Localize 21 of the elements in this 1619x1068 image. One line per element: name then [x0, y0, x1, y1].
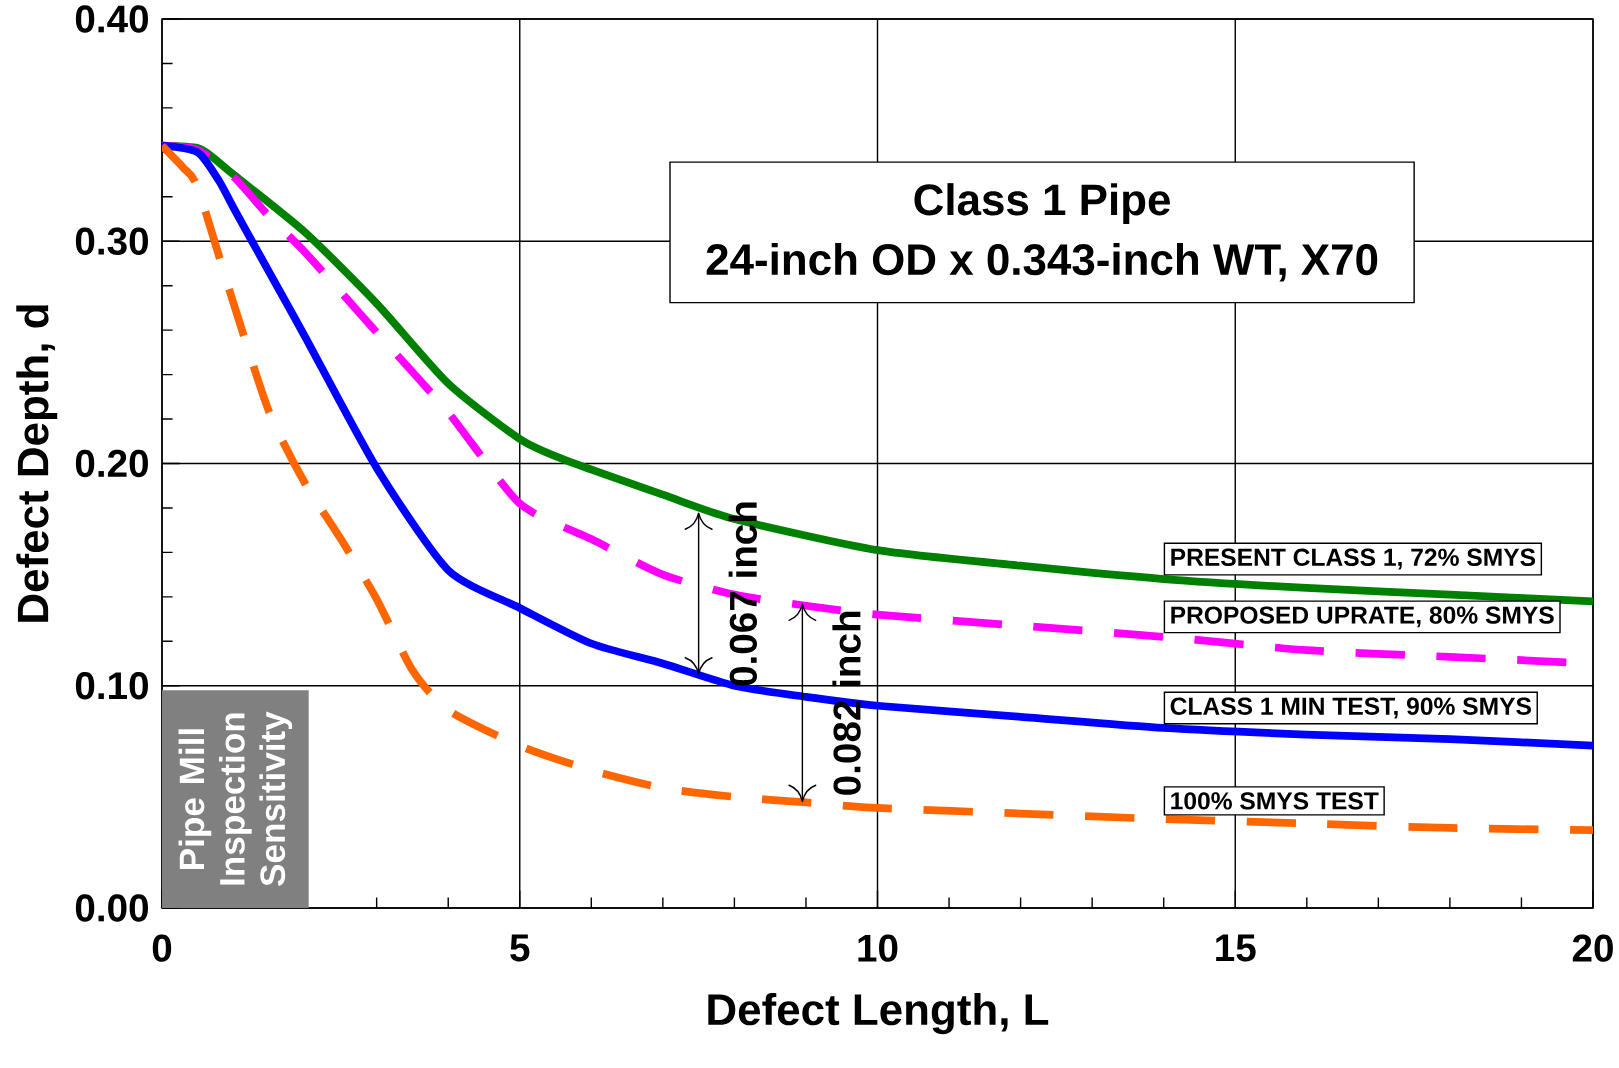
- y-tick-label: 0.40: [75, 5, 148, 33]
- text: 24-inch OD x 0.343-inch WT, X70: [706, 242, 1378, 282]
- text: Class 1 Pipe: [914, 183, 1170, 225]
- x-axis-title: Defect Length, L: [708, 992, 1049, 1035]
- annotation: 0.082 inch: [832, 611, 861, 795]
- series-label: 100% SMYS TEST: [1171, 792, 1379, 810]
- y-tick-label: 0.10: [75, 672, 148, 700]
- x-tick-label: 20: [1572, 934, 1613, 962]
- band-label: Pipe Mill Inspection Sensitivity: [178, 711, 293, 886]
- x-tick-label: 10: [858, 934, 898, 962]
- y-tick-label: 0.00: [75, 894, 148, 922]
- y-tick-label: 0.20: [75, 449, 148, 478]
- series-label: PRESENT CLASS 1, 72% SMYS: [1171, 548, 1536, 570]
- series-label: CLASS 1 MIN TEST, 90% SMYS: [1170, 697, 1531, 719]
- x-tick-label: 5: [510, 934, 530, 962]
- x-tick-label: 15: [1216, 934, 1256, 962]
- x-tick-label: 0: [152, 934, 172, 962]
- y-tick-label: 0.30: [75, 227, 148, 255]
- series-label: PROPOSED UPRATE, 80% SMYS: [1171, 606, 1554, 628]
- annotation: 0.067 inch: [728, 502, 758, 686]
- y-axis-title: Defect Depth, d: [16, 305, 58, 622]
